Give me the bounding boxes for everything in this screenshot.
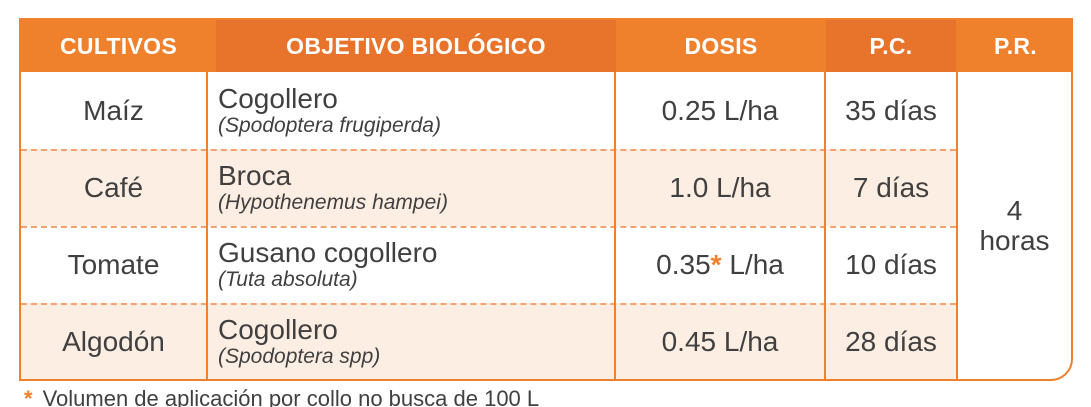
header-objetivo: OBJETIVO BIOLÓGICO bbox=[216, 20, 616, 72]
cell-pc: 35 días bbox=[845, 94, 937, 126]
asterisk-mark: * bbox=[710, 248, 722, 280]
objetivo-name: Cogollero bbox=[218, 83, 338, 114]
row-divider bbox=[21, 226, 956, 228]
table-row bbox=[21, 149, 956, 226]
cell-dosis: 1.0 L/ha bbox=[669, 171, 771, 203]
header-pr: P.R. bbox=[994, 32, 1037, 59]
footnote-text: Volumen de aplicación por collo no busca… bbox=[42, 386, 540, 407]
cell-pc: 7 días bbox=[852, 171, 930, 203]
dosis-unit: L/ha bbox=[721, 248, 784, 280]
cell-objetivo: Cogollero (Spodoptera frugiperda) bbox=[218, 72, 613, 149]
product-dosage-table: CULTIVOS OBJETIVO BIOLÓGICO DOSIS P.C. P… bbox=[19, 18, 1073, 381]
objetivo-name: Cogollero bbox=[218, 314, 338, 345]
row-divider bbox=[21, 149, 956, 151]
cell-dosis: 0.35 * L/ha bbox=[616, 226, 824, 303]
pr-number: 4 bbox=[1006, 195, 1023, 227]
objetivo-name: Gusano cogollero bbox=[218, 237, 438, 268]
header-dosis: DOSIS bbox=[684, 32, 758, 59]
cell-objetivo: Cogollero (Spodoptera spp) bbox=[218, 303, 613, 379]
cell-pr: 4 horas bbox=[958, 72, 1071, 379]
header-cultivos: CULTIVOS bbox=[60, 32, 177, 59]
cell-pc: 10 días bbox=[845, 248, 937, 280]
dosis-value: 0.35 bbox=[656, 248, 711, 280]
column-divider bbox=[956, 72, 958, 379]
cell-dosis: 0.25 L/ha bbox=[661, 94, 779, 126]
objetivo-scientific: (Spodoptera spp) bbox=[218, 345, 381, 368]
column-divider bbox=[206, 72, 208, 379]
cell-cultivo: Café bbox=[83, 171, 144, 203]
objetivo-scientific: (Spodoptera frugiperda) bbox=[218, 114, 441, 137]
row-divider bbox=[21, 303, 956, 305]
footnote: * Volumen de aplicación por collo no busc… bbox=[24, 386, 1024, 407]
objetivo-scientific: (Tuta absoluta) bbox=[218, 268, 358, 291]
column-divider bbox=[614, 72, 616, 379]
cell-objetivo: Broca (Hypothenemus hampei) bbox=[218, 149, 613, 226]
cell-pc: 28 días bbox=[845, 325, 937, 357]
cell-cultivo: Maíz bbox=[83, 94, 144, 126]
objetivo-scientific: (Hypothenemus hampei) bbox=[218, 191, 448, 214]
objetivo-name: Broca bbox=[218, 160, 292, 191]
header-pc: P.C. bbox=[826, 20, 956, 72]
column-divider bbox=[824, 72, 826, 379]
cell-cultivo: Algodón bbox=[62, 325, 165, 357]
cell-dosis: 0.45 L/ha bbox=[661, 325, 779, 357]
cell-cultivo: Tomate bbox=[67, 248, 160, 280]
cell-objetivo: Gusano cogollero (Tuta absoluta) bbox=[218, 226, 613, 303]
table-header: CULTIVOS OBJETIVO BIOLÓGICO DOSIS P.C. P… bbox=[21, 20, 1071, 72]
pr-unit: horas bbox=[979, 224, 1050, 256]
table-row bbox=[21, 303, 956, 379]
footnote-asterisk: * bbox=[24, 386, 33, 407]
